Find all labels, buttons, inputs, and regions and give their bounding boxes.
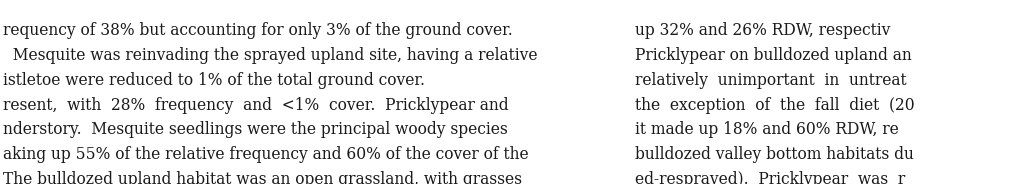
Text: the  exception  of  the  fall  diet  (20: the exception of the fall diet (20: [635, 97, 915, 114]
Text: The bulldozed upland habitat was an open grassland, with grasses: The bulldozed upland habitat was an open…: [3, 171, 522, 184]
Text: Pricklypear on bulldozed upland an: Pricklypear on bulldozed upland an: [635, 47, 912, 64]
Text: up 32% and 26% RDW, respectiv: up 32% and 26% RDW, respectiv: [635, 22, 891, 39]
Text: bulldozed valley bottom habitats du: bulldozed valley bottom habitats du: [635, 146, 914, 163]
Text: requency of 38% but accounting for only 3% of the ground cover.: requency of 38% but accounting for only …: [3, 22, 513, 39]
Text: istletoe were reduced to 1% of the total ground cover.: istletoe were reduced to 1% of the total…: [3, 72, 425, 89]
Text: resent,  with  28%  frequency  and  <1%  cover.  Pricklypear and: resent, with 28% frequency and <1% cover…: [3, 97, 509, 114]
Text: nderstory.  Mesquite seedlings were the principal woody species: nderstory. Mesquite seedlings were the p…: [3, 121, 508, 138]
Text: relatively  unimportant  in  untreat: relatively unimportant in untreat: [635, 72, 907, 89]
Text: Mesquite was reinvading the sprayed upland site, having a relative: Mesquite was reinvading the sprayed upla…: [3, 47, 538, 64]
Text: it made up 18% and 60% RDW, re: it made up 18% and 60% RDW, re: [635, 121, 899, 138]
Text: ed-resprayed).  Pricklypear  was  r: ed-resprayed). Pricklypear was r: [635, 171, 905, 184]
Text: aking up 55% of the relative frequency and 60% of the cover of the: aking up 55% of the relative frequency a…: [3, 146, 529, 163]
